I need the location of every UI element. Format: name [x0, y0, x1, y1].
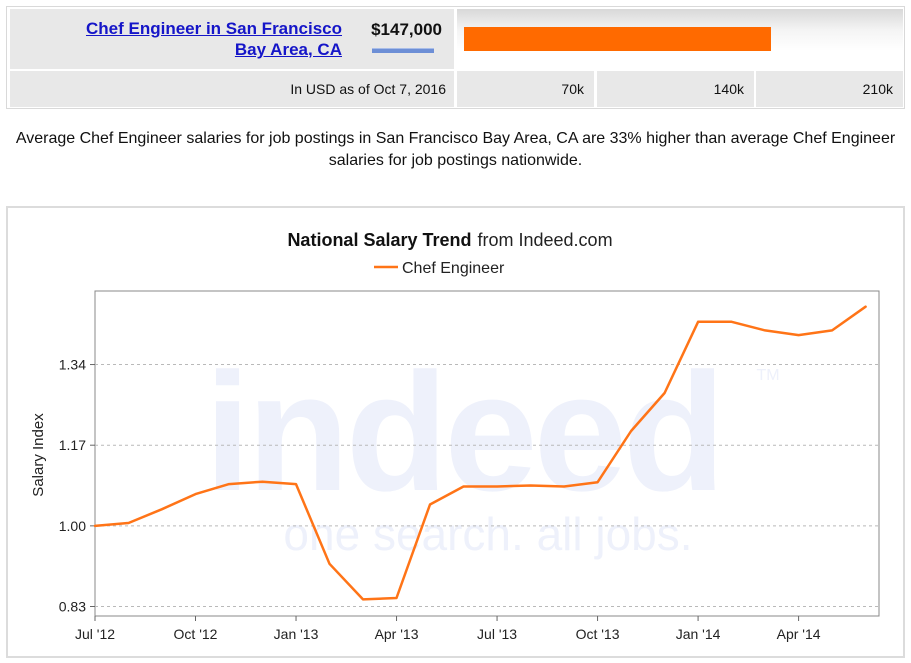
job-title-line2[interactable]: Bay Area, CA: [234, 40, 342, 59]
chart-title: National Salary Trend from Indeed.com: [287, 230, 612, 250]
scale-tick-label: 70k: [561, 81, 584, 97]
x-tick-label: Jul '12: [75, 626, 115, 642]
x-tick-label: Jan '14: [676, 626, 721, 642]
x-tick-label: Oct '13: [576, 626, 620, 642]
scale-tick-cell: 70k: [457, 71, 594, 107]
scale-tick-label: 140k: [713, 81, 744, 97]
salary-value: $147,000: [371, 20, 442, 39]
salary-bar: [464, 27, 772, 51]
scale-tick-label: 210k: [862, 81, 893, 97]
x-tick-label: Oct '12: [174, 626, 218, 642]
salary-trend-chart: indeed one search. all jobs. TM National…: [6, 206, 905, 658]
y-tick-label: 1.17: [59, 437, 86, 453]
chart-title-main: National Salary Trend: [287, 230, 471, 250]
x-tick-label: Jan '13: [274, 626, 319, 642]
currency-note: In USD as of Oct 7, 2016: [290, 81, 446, 97]
chart-legend: Chef Engineer: [374, 260, 505, 277]
scale-tick-cell: 210k: [756, 71, 903, 107]
salary-comparison-table: Chef Engineer in San Francisco Bay Area,…: [6, 6, 905, 109]
salary-summary: Average Chef Engineer salaries for job p…: [15, 130, 896, 169]
chart-svg: indeed one search. all jobs. TM National…: [30, 230, 880, 642]
series-line-chef-engineer: [93, 305, 867, 601]
chart-title-suffix: from Indeed.com: [478, 230, 613, 250]
job-title-link[interactable]: Chef Engineer in San Francisco Bay Area,…: [86, 18, 342, 60]
y-tick-label: 1.00: [59, 518, 86, 534]
salary-bar-cell: [457, 9, 903, 69]
scale-tick-cell: 140k: [597, 71, 754, 107]
y-tick-label: 0.83: [59, 599, 86, 615]
watermark-tagline: one search. all jobs.: [283, 508, 692, 560]
watermark-brand: indeed: [204, 338, 721, 526]
salary-mini-bar: [372, 48, 434, 53]
y-axis-label: Salary Index: [30, 413, 47, 497]
indeed-watermark: indeed one search. all jobs. TM: [204, 338, 779, 560]
job-title-cell: Chef Engineer in San Francisco Bay Area,…: [10, 9, 454, 69]
x-tick-label: Apr '13: [375, 626, 419, 642]
currency-note-cell: In USD as of Oct 7, 2016: [10, 71, 454, 107]
plot-area: [94, 290, 880, 617]
x-axis-ticks: Jul '12 Oct '12 Jan '13 Apr '13 Jul '13 Oct '…: [75, 616, 821, 642]
x-tick-label: Apr '14: [777, 626, 821, 642]
legend-series-label: Chef Engineer: [402, 260, 505, 277]
watermark-trademark: TM: [756, 367, 779, 384]
y-tick-label: 1.34: [59, 357, 86, 373]
job-title-line1[interactable]: Chef Engineer in San Francisco: [85, 19, 342, 38]
x-tick-label: Jul '13: [477, 626, 517, 642]
gridlines: [95, 364, 879, 608]
y-axis-ticks: 0.83 1.00 1.17 1.34: [59, 357, 95, 615]
